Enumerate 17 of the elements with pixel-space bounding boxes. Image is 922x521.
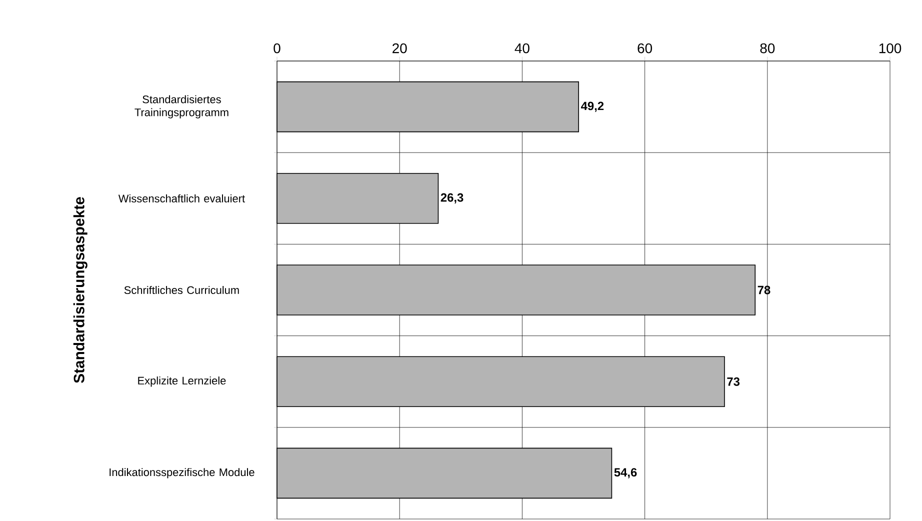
data-label: 26,3 <box>440 193 464 204</box>
y-tick-label: Schriftliches Curriculum <box>124 286 239 294</box>
x-tick-label: 100 <box>879 43 902 54</box>
x-tick-label: 0 <box>274 43 280 54</box>
data-label: 78 <box>758 286 770 294</box>
x-tick-label: 60 <box>638 43 652 54</box>
y-axis-title: Standardisierungsaspekte <box>73 197 88 383</box>
data-label: 54,6 <box>614 468 637 478</box>
y-tick-label: Explizite Lernziele <box>138 376 226 387</box>
data-label: 73 <box>727 377 740 386</box>
x-tick-label: 80 <box>760 43 775 54</box>
data-label: 49,2 <box>580 102 604 112</box>
x-tick-label: 20 <box>392 43 407 54</box>
y-tick-label: Indikationsspezifische Module <box>110 468 254 478</box>
x-tick-label: 40 <box>514 43 530 54</box>
y-tick-label: Wissenschaftlich evaluiert <box>118 194 245 202</box>
y-tick-label: Standardisiertes Trainingsprogramm <box>134 95 228 118</box>
